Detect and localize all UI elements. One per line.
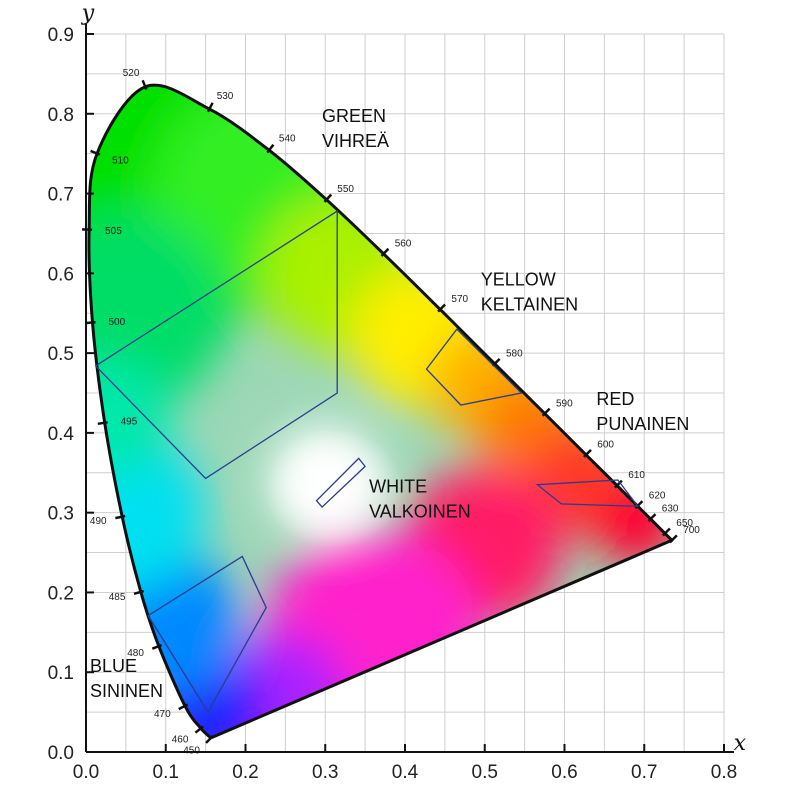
wavelength-label: 480 — [127, 648, 144, 659]
wavelength-label: 490 — [90, 516, 107, 527]
wavelength-tick — [141, 79, 148, 91]
wavelength-label: 580 — [506, 349, 523, 360]
wavelength-label: 540 — [279, 134, 296, 145]
color-regions — [94, 209, 640, 714]
wavelength-label: 485 — [109, 592, 126, 603]
wavelength-label: 505 — [105, 226, 122, 237]
wavelength-tick — [85, 320, 96, 325]
y-tick-label: 0.4 — [48, 424, 75, 445]
spectral-locus: 4504604704804854904955005055105205305405… — [82, 68, 700, 757]
wavelength-tick — [541, 407, 551, 417]
wavelength-tick — [583, 448, 592, 458]
wavelength-label: 590 — [556, 398, 573, 409]
wavelength-label: 570 — [451, 294, 468, 305]
wavelength-tick — [380, 247, 390, 257]
region-outline — [425, 328, 523, 406]
y-axis-label: y — [81, 1, 95, 26]
wavelength-tick — [205, 734, 214, 744]
wavelength-tick — [661, 527, 671, 537]
wavelength-label: 600 — [597, 440, 614, 451]
wavelength-tick — [266, 143, 275, 154]
region-outline — [147, 555, 267, 714]
wavelength-label: 700 — [683, 525, 700, 536]
region-label: PUNAINEN — [596, 414, 689, 434]
y-tick-label: 0.5 — [48, 344, 74, 365]
wavelength-tick — [178, 703, 189, 711]
wavelength-tick — [90, 149, 101, 156]
region-label: BLUE — [90, 656, 137, 676]
wavelength-label: 470 — [154, 709, 171, 720]
wavelength-label: 650 — [676, 518, 693, 529]
region-label: VALKOINEN — [369, 502, 471, 522]
axes: 0.0 0.1 0.2 0.3 0.4 0.5 0.6 0.7 0.8 0.0 0.1 0.2 0.3 0… — [48, 1, 747, 783]
wavelength-label: 560 — [395, 238, 412, 249]
region-label: KELTAINEN — [481, 294, 578, 314]
fill-blob — [88, 356, 170, 477]
wavelength-label: 610 — [628, 470, 645, 481]
wavelength-tick — [151, 643, 163, 650]
labels: GREEN VIHREÄ YELLOW KELTAINEN RED PUNAINEN WHI… — [90, 106, 689, 701]
x-tick-label: 0.6 — [551, 762, 577, 783]
y-tick-label: 0.0 — [48, 743, 74, 764]
wavelength-label: 500 — [109, 317, 126, 328]
x-tick-label: 0.7 — [631, 762, 657, 783]
wavelength-tick — [491, 357, 501, 367]
wavelength-tick — [668, 534, 678, 544]
white-point-glow — [263, 428, 404, 549]
x-tick-label: 0.2 — [232, 762, 258, 783]
y-tick-label: 0.3 — [48, 504, 74, 525]
region-label: YELLOW — [481, 269, 556, 289]
x-tick-label: 0.1 — [153, 762, 179, 783]
fill-blob — [88, 213, 226, 414]
wavelength-label: 520 — [123, 68, 140, 79]
x-tick-label: 0.3 — [312, 762, 338, 783]
wavelength-tick — [206, 102, 214, 113]
wavelength-label: 630 — [662, 504, 679, 515]
x-tick-label: 0.0 — [73, 762, 99, 783]
wavelength-tick — [97, 421, 108, 426]
fill-blob — [88, 432, 206, 593]
wavelength-label: 530 — [217, 91, 234, 102]
wavelength-label: 510 — [112, 155, 129, 166]
wavelength-label: 620 — [649, 491, 666, 502]
region-label: GREEN — [322, 106, 386, 126]
wavelength-tick — [634, 500, 644, 510]
wavelength-label: 460 — [172, 734, 189, 745]
region-outline — [315, 457, 366, 509]
wavelength-tick — [323, 193, 333, 203]
y-tick-label: 0.6 — [48, 264, 74, 285]
wavelength-tick — [437, 303, 446, 313]
wavelength-label: 495 — [121, 416, 138, 427]
x-tick-label: 0.8 — [711, 762, 737, 783]
wavelength-tick — [115, 514, 126, 520]
y-tick-label: 0.9 — [48, 25, 74, 46]
y-tick-label: 0.2 — [48, 583, 74, 604]
region-label: VIHREÄ — [322, 131, 389, 151]
region-label: SININEN — [90, 681, 163, 701]
y-tick-label: 0.1 — [48, 663, 74, 684]
region-label: RED — [596, 389, 634, 409]
region-outline — [94, 209, 338, 480]
y-tick-label: 0.8 — [48, 105, 74, 126]
region-label: WHITE — [369, 477, 427, 497]
wavelength-tick — [613, 479, 623, 489]
x-tick-label: 0.4 — [392, 762, 419, 783]
y-tick-label: 0.7 — [48, 185, 74, 206]
wavelength-tick — [194, 725, 204, 734]
x-tick-label: 0.5 — [472, 762, 498, 783]
wavelength-label: 550 — [337, 184, 354, 195]
wavelength-tick — [133, 589, 145, 595]
wavelength-tick — [647, 513, 657, 523]
region-outline — [535, 479, 640, 507]
x-axis-label: x — [734, 731, 747, 756]
